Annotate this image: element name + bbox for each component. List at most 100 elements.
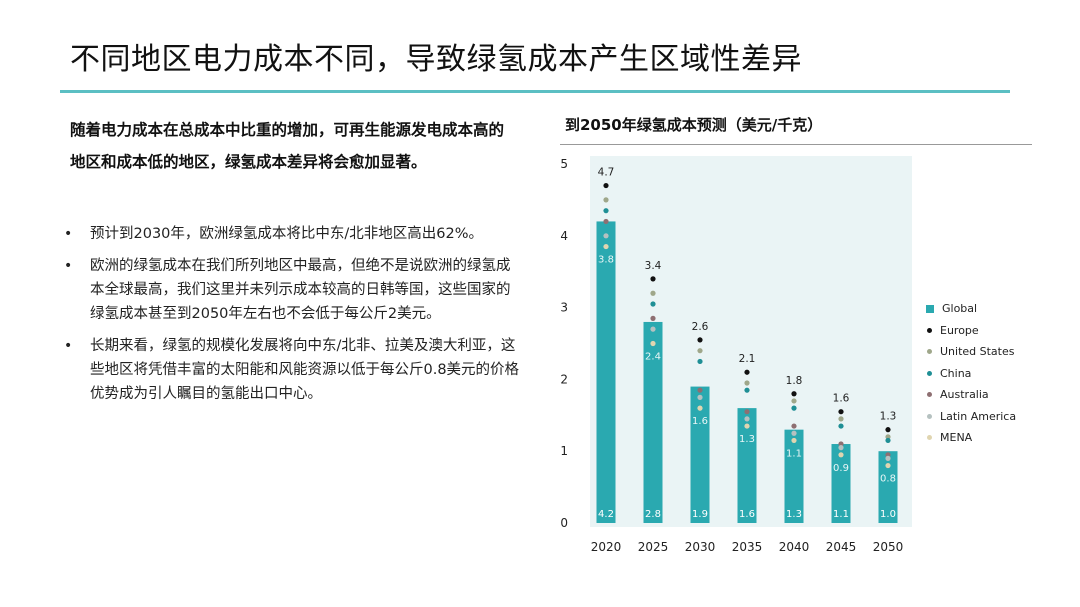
- legend-swatch: [927, 392, 932, 398]
- bar-bottom-label: 4.2: [598, 509, 614, 520]
- mid-value-label: 0.8: [880, 474, 896, 485]
- x-tick-label: 2030: [685, 540, 716, 554]
- point-china: [838, 423, 844, 429]
- top-value-label: 1.3: [880, 411, 897, 423]
- bar-bottom-label: 1.0: [880, 509, 896, 520]
- point-china: [697, 358, 703, 365]
- mid-value-label: 2.4: [645, 352, 661, 363]
- legend-item: China: [926, 363, 1016, 385]
- point-mena: [744, 423, 750, 429]
- y-tick-label: 2: [560, 372, 568, 386]
- point-china: [603, 208, 609, 214]
- mid-value-label: 1.3: [739, 434, 755, 445]
- bullet-text: 预计到2030年，欧洲绿氢成本将比中东/北非地区高出62%。: [90, 226, 484, 242]
- legend-label: Latin America: [940, 409, 1017, 423]
- x-tick-label: 2025: [638, 540, 669, 554]
- point-united-states: [744, 380, 750, 386]
- point-australia: [791, 423, 797, 429]
- legend-item: Europe: [926, 320, 1016, 342]
- cost-forecast-chart: 0 1 2 3 4 5 4.2 4.7 3.8 2020 2.8 3.4 2.4 2025 1.9 2.6 1.…: [560, 156, 912, 554]
- bullet-item: • 预计到2030年，欧洲绿氢成本将比中东/北非地区高出62%。: [62, 222, 524, 246]
- bullet-marker: •: [64, 226, 73, 242]
- y-tick-label: 3: [560, 301, 568, 315]
- point-europe: [838, 409, 844, 415]
- y-tick-label: 4: [560, 229, 568, 243]
- point-mena: [791, 437, 797, 444]
- point-united-states: [650, 290, 656, 296]
- legend-label: United States: [940, 345, 1015, 359]
- point-australia: [603, 218, 609, 225]
- point-europe: [603, 182, 609, 189]
- bullet-text: 长期来看，绿氢的规模化发展将向中东/北非、拉美及澳大利亚，这些地区将凭借丰富的太…: [90, 338, 520, 402]
- title-divider: [60, 90, 1010, 93]
- point-china: [791, 405, 797, 411]
- point-australia: [885, 452, 891, 458]
- bullet-item: • 长期来看，绿氢的规模化发展将向中东/北非、拉美及澳大利亚，这些地区将凭借丰富…: [62, 334, 524, 406]
- point-australia: [744, 409, 750, 415]
- point-china: [650, 301, 656, 307]
- legend-item: United States: [926, 341, 1016, 363]
- mid-value-label: 1.1: [786, 448, 802, 459]
- y-tick-label: 0: [560, 516, 568, 530]
- legend-label: Europe: [940, 323, 979, 337]
- point-mena: [603, 243, 609, 250]
- bar-bottom-label: 1.1: [833, 509, 849, 520]
- point-united-states: [603, 197, 609, 203]
- legend-item: Australia: [926, 384, 1016, 406]
- x-tick-label: 2040: [779, 540, 810, 554]
- chart-legend: Global Europe United States China Australia L…: [926, 298, 1016, 449]
- point-latin-america: [603, 233, 609, 239]
- legend-swatch: [927, 349, 932, 355]
- mid-value-label: 3.8: [598, 255, 614, 266]
- x-tick-label: 2035: [732, 540, 763, 554]
- point-latin-america: [885, 455, 891, 461]
- bullet-item: • 欧洲的绿氢成本在我们所列地区中最高，但绝不是说欧洲的绿氢成本全球最高，我们这…: [62, 254, 524, 326]
- bar-bottom-label: 1.6: [739, 509, 755, 520]
- point-europe: [697, 337, 703, 343]
- bar-global: [784, 429, 804, 523]
- mid-value-label: 0.9: [833, 463, 849, 474]
- legend-swatch: [927, 370, 932, 376]
- top-value-label: 1.6: [833, 393, 850, 405]
- point-china: [744, 387, 750, 393]
- top-value-label: 3.4: [645, 260, 662, 272]
- point-united-states: [838, 416, 844, 422]
- legend-item: MENA: [926, 427, 1016, 449]
- legend-label: MENA: [940, 431, 973, 445]
- y-tick-label: 5: [560, 157, 568, 171]
- bullet-text: 欧洲的绿氢成本在我们所列地区中最高，但绝不是说欧洲的绿氢成本全球最高，我们这里并…: [90, 258, 511, 322]
- point-mena: [838, 452, 844, 458]
- point-mena: [697, 405, 703, 411]
- legend-label: Global: [942, 302, 978, 316]
- point-australia: [697, 387, 703, 393]
- bullet-marker: •: [64, 338, 73, 354]
- x-tick-label: 2050: [873, 540, 904, 554]
- point-europe: [791, 391, 797, 397]
- point-united-states: [697, 348, 703, 354]
- bar-global: [878, 451, 898, 523]
- bar-bottom-label: 1.9: [692, 509, 708, 520]
- bullet-list: • 预计到2030年，欧洲绿氢成本将比中东/北非地区高出62%。 • 欧洲的绿氢…: [62, 222, 524, 414]
- legend-item: Latin America: [926, 406, 1016, 428]
- point-europe: [650, 276, 656, 282]
- intro-paragraph: 随着电力成本在总成本中比重的增加，可再生能源发电成本高的地区和成本低的地区，绿氢…: [70, 121, 505, 171]
- legend-swatch: [927, 413, 932, 419]
- point-europe: [744, 369, 750, 375]
- top-value-label: 4.7: [598, 167, 615, 179]
- bullet-marker: •: [64, 258, 73, 274]
- chart-title: 到2050年绿氢成本预测（美元/千克）: [565, 116, 823, 134]
- bar-bottom-label: 2.8: [645, 509, 661, 520]
- point-latin-america: [697, 394, 703, 400]
- point-latin-america: [744, 416, 750, 422]
- point-mena: [885, 462, 891, 469]
- point-australia: [650, 315, 656, 321]
- point-united-states: [791, 398, 797, 404]
- bar-global: [737, 408, 757, 523]
- legend-swatch: [927, 435, 932, 441]
- point-australia: [838, 441, 844, 447]
- point-united-states: [885, 434, 891, 440]
- point-china: [885, 437, 891, 444]
- legend-item: Global: [926, 298, 1016, 320]
- top-value-label: 1.8: [786, 375, 803, 387]
- point-latin-america: [838, 445, 844, 451]
